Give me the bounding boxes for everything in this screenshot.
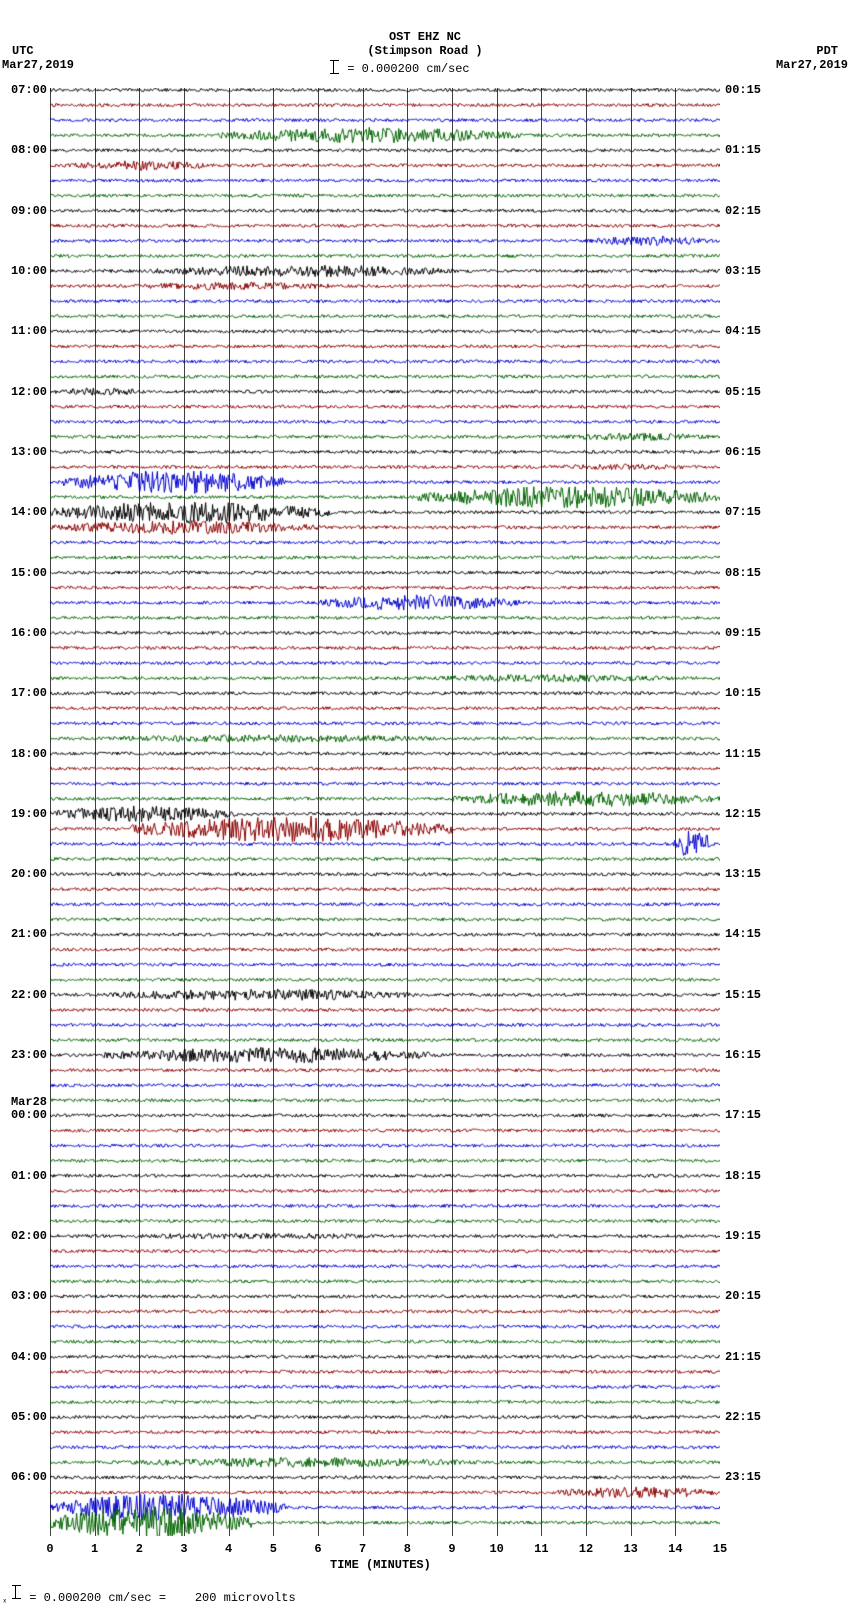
x-tick-label: 6: [314, 1542, 321, 1556]
local-hour-label: 22:15: [725, 1410, 761, 1424]
local-hour-label: 19:15: [725, 1229, 761, 1243]
utc-date-break: Mar28: [11, 1095, 47, 1109]
right-tz: PDT: [816, 44, 838, 58]
utc-hour-label: 23:00: [11, 1048, 47, 1062]
utc-hour-label: 14:00: [11, 505, 47, 519]
footer-tick-mark: ₓ: [2, 1595, 7, 1605]
utc-hour-label: 03:00: [11, 1289, 47, 1303]
utc-hour-label: 02:00: [11, 1229, 47, 1243]
x-tick-label: 15: [713, 1542, 727, 1556]
utc-hour-label: 15:00: [11, 566, 47, 580]
seismogram-page: OST EHZ NC (Stimpson Road ) = 0.000200 c…: [0, 0, 850, 1613]
x-tick-label: 12: [579, 1542, 593, 1556]
local-hour-label: 06:15: [725, 445, 761, 459]
local-hour-label: 09:15: [725, 626, 761, 640]
utc-hour-label: 09:00: [11, 204, 47, 218]
left-date: Mar27,2019: [2, 58, 74, 72]
utc-hour-label: 11:00: [11, 324, 47, 338]
station-name: (Stimpson Road ): [0, 44, 850, 58]
seismic-traces-canvas: [50, 88, 720, 1536]
scale-label: = 0.000200 cm/sec: [340, 62, 470, 76]
local-hour-label: 01:15: [725, 143, 761, 157]
x-tick-label: 8: [404, 1542, 411, 1556]
helicorder-plot: [50, 88, 720, 1536]
local-hour-label: 03:15: [725, 264, 761, 278]
footer-scale-text: = 0.000200 cm/sec = 200 microvolts: [22, 1591, 296, 1605]
local-hour-label: 14:15: [725, 927, 761, 941]
local-hour-label: 11:15: [725, 747, 761, 761]
utc-hour-label: 00:00: [11, 1108, 47, 1122]
local-hour-label: 00:15: [725, 83, 761, 97]
left-tz: UTC: [12, 44, 34, 58]
x-tick-label: 14: [668, 1542, 682, 1556]
utc-hour-label: 22:00: [11, 988, 47, 1002]
local-hour-label: 23:15: [725, 1470, 761, 1484]
utc-hour-label: 13:00: [11, 445, 47, 459]
local-hour-label: 20:15: [725, 1289, 761, 1303]
local-hour-label: 21:15: [725, 1350, 761, 1364]
local-hour-label: 13:15: [725, 867, 761, 881]
x-tick-label: 10: [489, 1542, 503, 1556]
right-date: Mar27,2019: [776, 58, 848, 72]
x-tick-label: 13: [623, 1542, 637, 1556]
x-tick-label: 1: [91, 1542, 98, 1556]
utc-hour-label: 20:00: [11, 867, 47, 881]
utc-hour-label: 19:00: [11, 807, 47, 821]
footer-scale-bar-icon: [15, 1585, 16, 1599]
local-hour-label: 08:15: [725, 566, 761, 580]
station-code: OST EHZ NC: [0, 30, 850, 44]
x-tick-label: 9: [448, 1542, 455, 1556]
x-tick-label: 7: [359, 1542, 366, 1556]
utc-hour-label: 17:00: [11, 686, 47, 700]
utc-hour-label: 21:00: [11, 927, 47, 941]
utc-hour-label: 06:00: [11, 1470, 47, 1484]
utc-hour-label: 12:00: [11, 385, 47, 399]
local-hour-label: 17:15: [725, 1108, 761, 1122]
local-hour-label: 16:15: [725, 1048, 761, 1062]
x-tick-label: 2: [136, 1542, 143, 1556]
utc-hour-label: 10:00: [11, 264, 47, 278]
local-hour-label: 04:15: [725, 324, 761, 338]
local-hour-label: 15:15: [725, 988, 761, 1002]
utc-hour-label: 01:00: [11, 1169, 47, 1183]
local-hour-label: 18:15: [725, 1169, 761, 1183]
utc-hour-label: 18:00: [11, 747, 47, 761]
local-hour-label: 07:15: [725, 505, 761, 519]
utc-hour-label: 07:00: [11, 83, 47, 97]
utc-hour-label: 05:00: [11, 1410, 47, 1424]
local-hour-label: 10:15: [725, 686, 761, 700]
utc-hour-label: 08:00: [11, 143, 47, 157]
x-tick-label: 5: [270, 1542, 277, 1556]
utc-hour-label: 04:00: [11, 1350, 47, 1364]
x-tick-label: 3: [180, 1542, 187, 1556]
x-tick-label: 0: [46, 1542, 53, 1556]
x-tick-label: 11: [534, 1542, 548, 1556]
local-hour-label: 05:15: [725, 385, 761, 399]
scale-bar-icon: [333, 60, 334, 74]
x-axis-label: TIME (MINUTES): [330, 1558, 431, 1572]
local-hour-label: 12:15: [725, 807, 761, 821]
local-hour-label: 02:15: [725, 204, 761, 218]
utc-hour-label: 16:00: [11, 626, 47, 640]
x-tick-label: 4: [225, 1542, 232, 1556]
